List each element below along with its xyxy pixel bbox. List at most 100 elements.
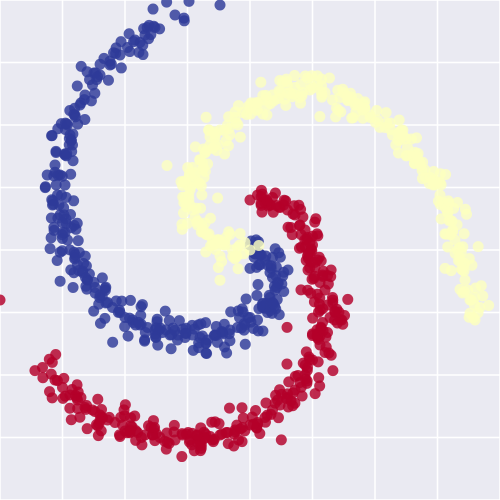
data-point [85, 95, 97, 107]
data-point [124, 46, 136, 58]
data-point [281, 87, 293, 99]
data-point [212, 261, 224, 273]
data-point [172, 334, 183, 346]
data-point [257, 325, 269, 337]
data-point [124, 294, 136, 306]
data-point [281, 358, 293, 370]
data-point [195, 318, 207, 330]
series-2-points [161, 70, 495, 326]
data-point [329, 305, 341, 317]
data-point [244, 262, 256, 274]
data-point [260, 397, 272, 409]
data-point [57, 227, 69, 239]
data-point [92, 71, 104, 83]
data-point [72, 402, 84, 414]
data-point [57, 217, 68, 228]
data-point [440, 169, 452, 181]
data-point [65, 168, 77, 180]
data-point [370, 116, 382, 128]
data-point [73, 264, 85, 276]
data-point [234, 131, 246, 143]
data-point [301, 375, 313, 387]
data-point [163, 315, 175, 327]
data-point [50, 145, 62, 157]
data-point [137, 39, 149, 51]
data-point [65, 414, 77, 426]
data-point [92, 393, 104, 405]
data-point [432, 195, 444, 207]
data-point [359, 96, 371, 108]
data-point [70, 223, 82, 235]
data-point [317, 303, 329, 315]
data-point [176, 218, 188, 230]
data-point [81, 66, 93, 78]
data-point [393, 114, 405, 126]
data-point [380, 107, 392, 119]
data-point [43, 353, 55, 365]
data-point [160, 443, 172, 455]
data-point [237, 412, 249, 424]
data-point [395, 124, 407, 136]
data-point [119, 321, 131, 333]
data-point [392, 147, 404, 159]
data-point [122, 330, 134, 342]
data-point [312, 356, 324, 368]
data-point [265, 260, 277, 272]
data-point [280, 195, 292, 207]
data-point [81, 423, 93, 435]
data-point [247, 418, 259, 430]
data-point [102, 74, 114, 86]
data-point [286, 229, 298, 241]
data-point [273, 247, 285, 259]
data-point [44, 243, 56, 255]
data-point [327, 94, 338, 106]
data-point [232, 263, 244, 275]
data-point [293, 220, 305, 232]
data-point [110, 295, 122, 307]
data-point [313, 372, 325, 384]
data-point [293, 242, 305, 254]
data-point [178, 207, 190, 219]
data-point [204, 212, 216, 224]
data-point [195, 226, 207, 238]
data-point [59, 179, 71, 191]
data-point [64, 402, 76, 414]
data-point [67, 281, 79, 293]
data-point [307, 312, 319, 324]
data-point [289, 70, 301, 82]
data-point [75, 97, 87, 109]
data-point [341, 90, 353, 102]
data-point [71, 80, 83, 92]
data-point [454, 283, 466, 295]
data-point [402, 142, 413, 153]
data-point [231, 117, 242, 129]
data-point [261, 109, 273, 121]
data-point [147, 3, 159, 15]
data-point [444, 229, 456, 241]
data-point [209, 139, 221, 151]
data-point [477, 290, 489, 302]
data-point [445, 265, 457, 277]
data-point [54, 246, 66, 258]
data-point [56, 170, 68, 182]
data-point [225, 306, 237, 318]
data-point [143, 19, 155, 31]
data-point [57, 382, 68, 393]
data-point [135, 301, 147, 313]
data-point [123, 28, 135, 40]
data-point [468, 312, 480, 324]
data-point [296, 90, 308, 102]
data-point [311, 70, 323, 82]
data-point [65, 134, 77, 146]
data-point [58, 372, 70, 384]
data-point [94, 317, 106, 329]
data-point [69, 249, 81, 261]
data-point [232, 100, 244, 112]
data-point [183, 0, 195, 7]
data-point [234, 423, 246, 435]
data-point [152, 339, 164, 351]
data-point [316, 91, 328, 103]
data-point [275, 434, 287, 446]
data-point [325, 271, 337, 283]
data-point [459, 274, 471, 286]
